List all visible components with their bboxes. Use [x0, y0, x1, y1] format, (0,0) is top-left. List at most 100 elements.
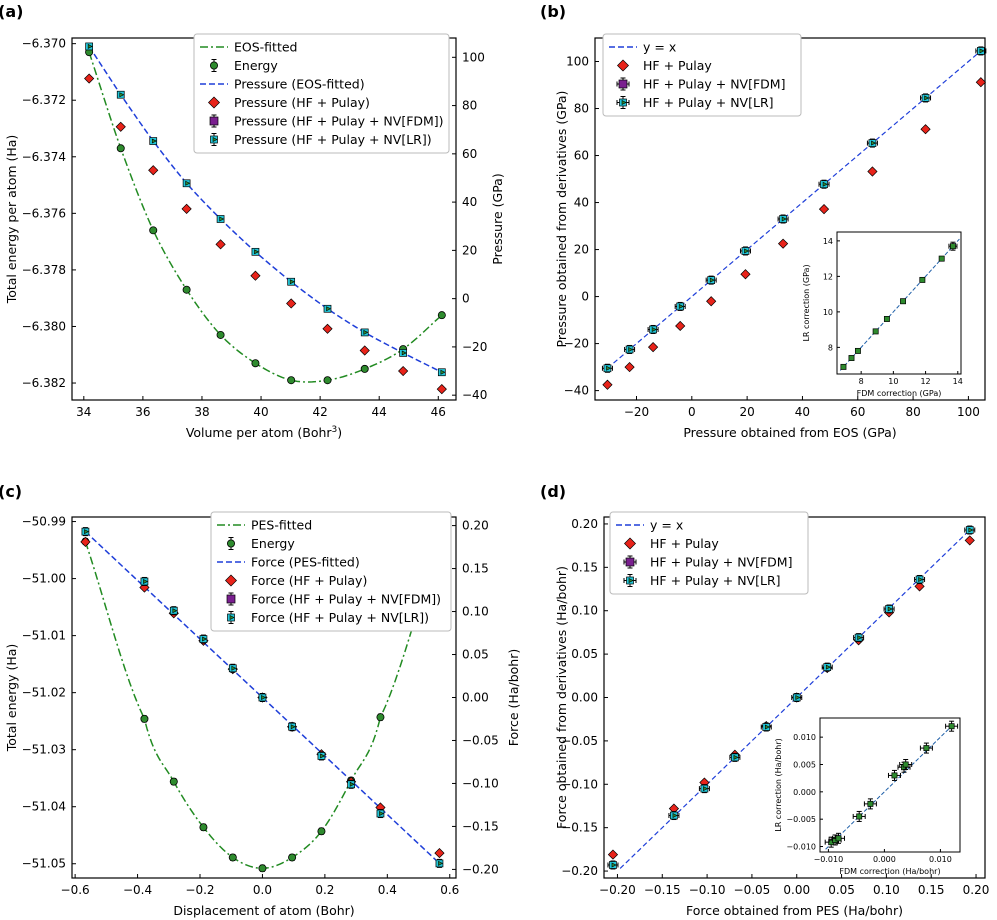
energy-point	[182, 285, 191, 294]
y-tick-label: −0.15	[561, 821, 598, 835]
inset-d: −0.010 0.000 0.010 −0.010 −0.005 0.000 0.005 0.…	[774, 717, 961, 876]
legend-hf-marker	[624, 537, 636, 550]
force-nv-triangle	[438, 860, 444, 866]
inset-point	[867, 800, 874, 807]
y-tick-label: −6.378	[22, 263, 66, 277]
inset-y-tick-label: 10	[823, 308, 833, 317]
force-nv-triangle	[261, 695, 267, 700]
legend-hf-marker	[225, 574, 237, 587]
inset-point	[919, 276, 926, 283]
legend-label: PES-fitted	[251, 518, 312, 533]
energy-point	[437, 311, 446, 320]
energy-point	[258, 864, 267, 873]
y-tick-label: −0.20	[561, 864, 598, 878]
y-tick-label: −40	[564, 384, 589, 398]
x-tick-label: −20	[624, 405, 649, 419]
y-right-tick-label: 0.20	[462, 519, 489, 533]
x-tick-label: 42	[312, 405, 327, 419]
x-tick-label: 0.00	[783, 883, 810, 897]
nv-triangle	[764, 724, 770, 730]
panel-label: (b)	[540, 2, 566, 21]
legend-label: Pressure (EOS-fitted)	[234, 77, 365, 92]
pressure-hf-point	[215, 239, 226, 250]
x-axis-title-end: )	[337, 425, 342, 440]
legend-label: Energy	[251, 536, 295, 551]
force-hf-point	[434, 847, 445, 859]
y-axis-title: Total energy per atom (Ha)	[4, 135, 19, 305]
inset-point	[902, 761, 909, 768]
panel-label: (d)	[540, 482, 566, 501]
legend-fdm-marker	[226, 594, 236, 604]
y-right-axis-title: Pressure (GPa)	[490, 173, 505, 264]
pressure-nv-triangle	[87, 43, 93, 49]
hf-pulay-point	[607, 849, 619, 860]
nv-triangle	[968, 527, 974, 533]
inset-point	[948, 723, 955, 730]
inset-b: 8 10 12 14 8 10 12 14 FDM correction (GPa) LR cor…	[802, 231, 963, 398]
hf-pulay-point	[867, 166, 878, 177]
y-tick-label: 0.00	[571, 691, 598, 705]
inset-x-tick-label: 8	[859, 377, 864, 386]
nv-triangle	[887, 606, 893, 612]
x-tick-label: −0.20	[599, 883, 636, 897]
nv-triangle	[606, 365, 612, 371]
legend-label: HF + Pulay + NV[LR]	[643, 95, 774, 110]
legend-label: Force (PES-fitted)	[251, 555, 360, 570]
inset-y-tick-label: 0.000	[793, 788, 816, 797]
legend-label: EOS-fitted	[234, 40, 297, 55]
inset-point	[900, 298, 906, 305]
inset-x-title: FDM correction (GPa)	[857, 389, 942, 398]
inset-y-tick-label: 0.010	[793, 733, 816, 742]
energy-point	[317, 827, 326, 836]
x-tick-label: 0.2	[315, 883, 334, 897]
pressure-hf-point	[436, 384, 447, 395]
legend-label: HF + Pulay + NV[FDM]	[650, 555, 792, 570]
inset-point	[856, 813, 863, 820]
panel-d: −0.20 −0.15 −0.10 −0.05 0.00 0.05 0.10 0.15 0.20…	[540, 482, 989, 918]
energy-point	[140, 714, 149, 723]
legend-label: HF + Pulay	[643, 58, 712, 73]
nv-triangle	[678, 303, 684, 309]
force-nv-triangle	[172, 608, 178, 614]
x-tick-label: 40	[795, 405, 810, 419]
legend-box	[602, 33, 802, 117]
legend-lr-triangle	[229, 615, 235, 620]
inset-point	[883, 316, 890, 322]
legend-box	[193, 33, 450, 154]
y-tick-label: 60	[574, 149, 589, 163]
legend-label: y = x	[650, 518, 683, 533]
y-tick-label: −51.02	[22, 686, 66, 700]
energy-point	[199, 823, 208, 832]
force-nv-triangle	[84, 529, 90, 535]
y-tick-label: −51.04	[22, 800, 66, 814]
pressure-hf-point	[359, 345, 370, 356]
force-nv-triangle	[349, 781, 355, 787]
inset-y-tick-label: 0.005	[793, 760, 816, 769]
energy-point	[360, 364, 369, 373]
x-tick-label: −0.10	[689, 883, 726, 897]
legend-box	[210, 511, 452, 632]
legend-lr-triangle	[621, 100, 627, 105]
legend-lr-triangle	[212, 137, 218, 142]
y-right-tick-label: 0.00	[462, 691, 489, 705]
energy-point	[228, 853, 237, 862]
inset-x-tick-label: 14	[953, 377, 963, 386]
x-axis-title-sup: 3	[332, 425, 338, 435]
y-tick-label: 0.15	[571, 560, 598, 574]
pressure-nv-triangle	[363, 329, 369, 335]
inset-x-tick-label: 12	[920, 377, 930, 386]
inset-point	[854, 347, 861, 354]
pressure-nv-triangle	[151, 138, 157, 144]
y-axis-title: Pressure obtained from derivatives (GPa)	[554, 91, 569, 348]
x-tick-label: −0.4	[123, 883, 152, 897]
x-tick-label: 34	[76, 405, 91, 419]
hf-pulay-point	[777, 238, 789, 249]
legend-label: Energy	[234, 58, 278, 73]
y-tick-label: −51.05	[22, 857, 66, 871]
x-tick-label: 0.05	[828, 883, 855, 897]
x-tick-label: 20	[739, 405, 754, 419]
legend-label: Pressure (HF + Pulay + NV[FDM])	[234, 114, 444, 129]
y-right-tick-label: −20	[462, 340, 487, 354]
y-equals-x-line	[607, 50, 982, 369]
inset-y-tick-label: −0.005	[786, 815, 816, 824]
